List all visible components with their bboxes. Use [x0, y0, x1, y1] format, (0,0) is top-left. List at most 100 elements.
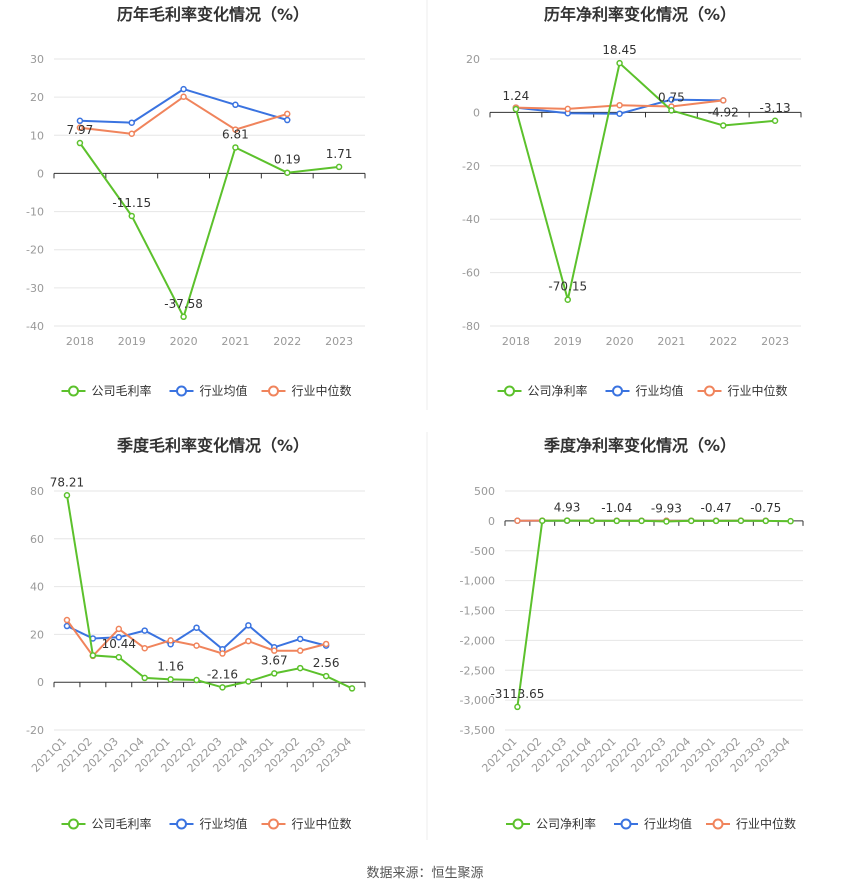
- y-tick-label: -2,000: [460, 634, 495, 647]
- legend-item: 公司净利率: [506, 816, 596, 831]
- y-tick-label: -500: [470, 545, 495, 558]
- data-point: [167, 637, 174, 644]
- y-tick-label: -10: [26, 206, 44, 219]
- data-label: -4.92: [708, 106, 739, 120]
- data-point: [613, 517, 620, 525]
- data-label: -37.58: [164, 297, 203, 311]
- data-point: [514, 703, 521, 711]
- data-label: 18.45: [602, 43, 636, 57]
- data-label: 3.67: [261, 653, 288, 667]
- data-point: [115, 634, 123, 641]
- data-point: [128, 212, 135, 220]
- chart-quarterly-gross: 季度毛利率变化情况（%）806040200-202021Q12021Q22021…: [26, 436, 366, 831]
- data-point: [720, 122, 727, 129]
- data-point: [141, 674, 148, 682]
- data-point: [193, 676, 200, 684]
- data-point: [167, 676, 174, 683]
- legend-marker: [68, 818, 79, 830]
- data-point: [180, 93, 187, 101]
- data-label: 4.93: [554, 501, 581, 515]
- data-point: [668, 107, 675, 114]
- chart-quarterly-net: 季度净利率变化情况（%） 500 0 -500 -1,000 -1,500 -2,000 -2…: [460, 436, 804, 831]
- data-label: -0.47: [701, 501, 732, 515]
- chart-title: 历年净利率变化情况（%）: [544, 5, 736, 24]
- data-point: [219, 650, 226, 657]
- legend-item: 行业中位数: [697, 383, 788, 398]
- data-point: [180, 85, 187, 93]
- legend-label: 行业中位数: [728, 383, 788, 398]
- legend-item: 行业中位数: [706, 816, 796, 831]
- y-tick-label: 0: [37, 167, 44, 180]
- data-label: -1.04: [601, 501, 632, 515]
- data-point: [335, 163, 343, 171]
- data-label: 10.44: [102, 637, 136, 651]
- y-tick-label: -3,500: [460, 724, 495, 737]
- x-tick-label: 2018: [66, 335, 94, 348]
- data-source-note: 数据来源：恒生聚源: [366, 866, 484, 881]
- chart-annual-net: 历年净利率变化情况（%） 20 0 -20 -40 -60 -80 2018 2019 2020 2…: [462, 5, 802, 398]
- x-tick-label: 2022: [709, 335, 737, 348]
- y-tick-label: 40: [30, 581, 44, 594]
- legend-item: 行业均值: [169, 816, 248, 831]
- legend-item: 行业均值: [169, 383, 248, 398]
- data-point: [63, 622, 71, 630]
- data-label: 0.75: [658, 90, 685, 104]
- legend-label: 行业均值: [636, 383, 684, 398]
- data-point: [322, 640, 330, 648]
- y-tick-label: -20: [462, 160, 480, 173]
- legend-item: 行业中位数: [261, 383, 352, 398]
- x-tick-label: 2021: [657, 335, 685, 348]
- x-tick-label: 2023: [761, 335, 789, 348]
- y-tick-label: -20: [26, 244, 44, 257]
- x-tick-label: 2021: [221, 335, 249, 348]
- y-tick-label: -30: [26, 282, 44, 295]
- data-point: [245, 637, 252, 645]
- y-tick-label: -40: [26, 320, 44, 333]
- series-line: [514, 61, 776, 300]
- x-tick-label: 2022: [273, 335, 301, 348]
- data-point: [539, 517, 546, 524]
- data-point: [712, 517, 720, 525]
- data-point: [232, 144, 239, 151]
- data-point: [141, 627, 148, 634]
- data-point: [284, 110, 291, 118]
- series-1: [76, 85, 291, 126]
- data-point: [271, 670, 278, 677]
- data-point: [271, 647, 278, 654]
- legend-marker: [620, 818, 632, 830]
- data-point: [193, 642, 200, 649]
- y-tick-label: -1,500: [460, 605, 495, 618]
- data-point: [76, 124, 84, 131]
- x-tick-label: 2018: [502, 335, 530, 348]
- legend-label: 行业中位数: [292, 816, 352, 831]
- data-point: [296, 664, 304, 672]
- y-tick-label: 30: [30, 53, 44, 66]
- data-label: 1.24: [503, 89, 530, 103]
- legend-marker: [176, 818, 187, 830]
- data-point: [115, 625, 123, 633]
- data-point: [63, 616, 71, 624]
- data-label: 6.81: [222, 127, 249, 141]
- data-point: [564, 296, 571, 303]
- data-point: [771, 117, 779, 125]
- data-point: [232, 126, 239, 133]
- data-point: [588, 517, 596, 525]
- chart-annual-gross: 历年毛利率变化情况（%） 30 20 10 0 -10 -20 -30 -40 2018 2019 2…: [26, 5, 366, 398]
- series-2: [76, 93, 291, 138]
- data-label: -70.15: [548, 280, 587, 294]
- data-point: [663, 518, 670, 525]
- data-point: [128, 119, 135, 126]
- data-point: [512, 105, 520, 113]
- data-point: [296, 647, 304, 654]
- data-point: [348, 685, 356, 692]
- legend-label: 行业均值: [200, 816, 248, 831]
- legend-marker: [712, 818, 724, 830]
- data-point: [76, 117, 84, 125]
- legend-item: 行业中位数: [261, 816, 352, 831]
- data-point: [322, 672, 330, 680]
- legend-label: 公司净利率: [536, 816, 596, 831]
- y-tick-label: 20: [30, 628, 44, 641]
- legend-label: 行业均值: [644, 816, 692, 831]
- data-point: [115, 653, 123, 661]
